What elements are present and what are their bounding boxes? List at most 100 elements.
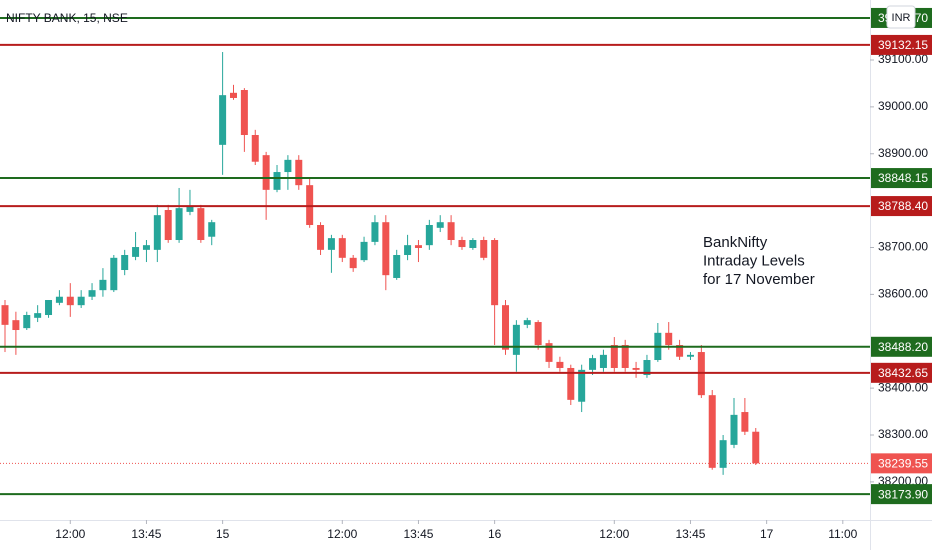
currency-badge bbox=[886, 5, 916, 29]
y-tick-label: 38300.00 bbox=[878, 427, 928, 441]
candle-body bbox=[425, 225, 433, 246]
x-tick-label: 12:00 bbox=[599, 527, 629, 541]
x-tick-label: 12:00 bbox=[327, 527, 357, 541]
candle-body bbox=[382, 222, 390, 276]
level-label-bg bbox=[871, 34, 932, 55]
candle-body bbox=[578, 369, 586, 402]
candle-body bbox=[741, 412, 749, 432]
candle-body bbox=[752, 431, 760, 464]
y-tick-label: 38700.00 bbox=[878, 240, 928, 254]
candle-body bbox=[219, 95, 227, 145]
candle-body bbox=[240, 90, 248, 136]
candle-body bbox=[121, 255, 129, 271]
candle-body bbox=[502, 305, 510, 350]
x-tick-label: 13:45 bbox=[131, 527, 161, 541]
candle-body bbox=[730, 414, 738, 445]
candle-body bbox=[55, 296, 63, 303]
level-label: 38432.65 bbox=[878, 366, 928, 380]
candle-body bbox=[610, 345, 618, 368]
level-label: 38173.90 bbox=[878, 487, 928, 501]
annotation: Intraday Levels bbox=[703, 252, 805, 269]
y-tick-label: 39100.00 bbox=[878, 52, 928, 66]
candle-body bbox=[621, 345, 629, 368]
candle-body bbox=[491, 240, 499, 306]
candle-body bbox=[371, 222, 379, 242]
candle-body bbox=[1, 305, 9, 325]
candle-body bbox=[534, 322, 542, 346]
candle-body bbox=[327, 238, 335, 250]
candle-body bbox=[643, 360, 651, 376]
candle-body bbox=[512, 324, 520, 355]
y-tick-label: 38900.00 bbox=[878, 146, 928, 160]
candle-body bbox=[523, 320, 531, 325]
candle-body bbox=[480, 240, 488, 258]
x-tick-label: 13:45 bbox=[403, 527, 433, 541]
candle-body bbox=[414, 245, 422, 248]
last-price-label: 38239.55 bbox=[878, 457, 928, 471]
candle-body bbox=[404, 245, 412, 256]
level-label-bg bbox=[871, 168, 932, 189]
level-label-bg bbox=[871, 336, 932, 357]
x-tick-label: 11:00 bbox=[828, 527, 857, 541]
candle-body bbox=[556, 361, 564, 368]
candle-body bbox=[77, 296, 85, 306]
candle-body bbox=[88, 290, 96, 297]
candle-body bbox=[110, 257, 118, 291]
level-label: 38788.40 bbox=[878, 199, 928, 213]
candle-body bbox=[360, 241, 368, 261]
candle-body bbox=[567, 367, 575, 400]
candle-body bbox=[12, 320, 20, 331]
level-label: 38848.15 bbox=[878, 171, 928, 185]
x-tick-label: 17 bbox=[760, 527, 774, 541]
currency-label: INR bbox=[892, 12, 911, 24]
candle-body bbox=[632, 367, 640, 370]
candle-body bbox=[545, 343, 553, 362]
candle-body bbox=[393, 255, 401, 278]
x-tick-label: 13:45 bbox=[675, 527, 705, 541]
candle-body bbox=[132, 247, 140, 257]
candle-body bbox=[338, 238, 346, 258]
candle-body bbox=[469, 240, 477, 248]
candle-body bbox=[45, 300, 53, 316]
level-label: 39132.15 bbox=[878, 38, 928, 52]
x-tick-label: 16 bbox=[488, 527, 502, 541]
candle-body bbox=[317, 225, 325, 250]
candle-body bbox=[251, 135, 259, 162]
candle-body bbox=[284, 159, 292, 173]
candle-body bbox=[295, 159, 303, 186]
y-tick-label: 39000.00 bbox=[878, 99, 928, 113]
candle-body bbox=[436, 222, 444, 228]
y-tick-label: 38400.00 bbox=[878, 380, 928, 394]
candle-body bbox=[676, 345, 684, 357]
candle-body bbox=[66, 296, 74, 306]
candle-body bbox=[34, 313, 42, 318]
candle-body bbox=[349, 257, 357, 269]
candle-body bbox=[708, 395, 716, 468]
candle-body bbox=[447, 222, 455, 241]
level-label-bg bbox=[871, 196, 932, 217]
candle-body bbox=[719, 440, 727, 468]
candle-body bbox=[599, 354, 607, 368]
candle-body bbox=[197, 208, 205, 241]
candle-body bbox=[164, 210, 172, 241]
annotation: BankNifty bbox=[703, 234, 768, 251]
level-label: 38488.20 bbox=[878, 340, 928, 354]
candle-body bbox=[99, 279, 107, 291]
level-label-bg bbox=[871, 362, 932, 383]
candle-body bbox=[589, 358, 597, 370]
candle-body bbox=[142, 245, 150, 250]
candle-body bbox=[186, 206, 194, 212]
candle-body bbox=[229, 92, 237, 98]
candle-body bbox=[262, 155, 270, 190]
candle-body bbox=[273, 172, 281, 190]
candle-body bbox=[23, 315, 31, 329]
chart-title: NIFTY BANK, 15, NSE bbox=[6, 11, 128, 25]
candle-body bbox=[458, 240, 466, 248]
candle-body bbox=[208, 222, 216, 237]
candle-body bbox=[175, 208, 183, 241]
candle-body bbox=[665, 332, 673, 346]
last-price-bg bbox=[871, 453, 932, 474]
